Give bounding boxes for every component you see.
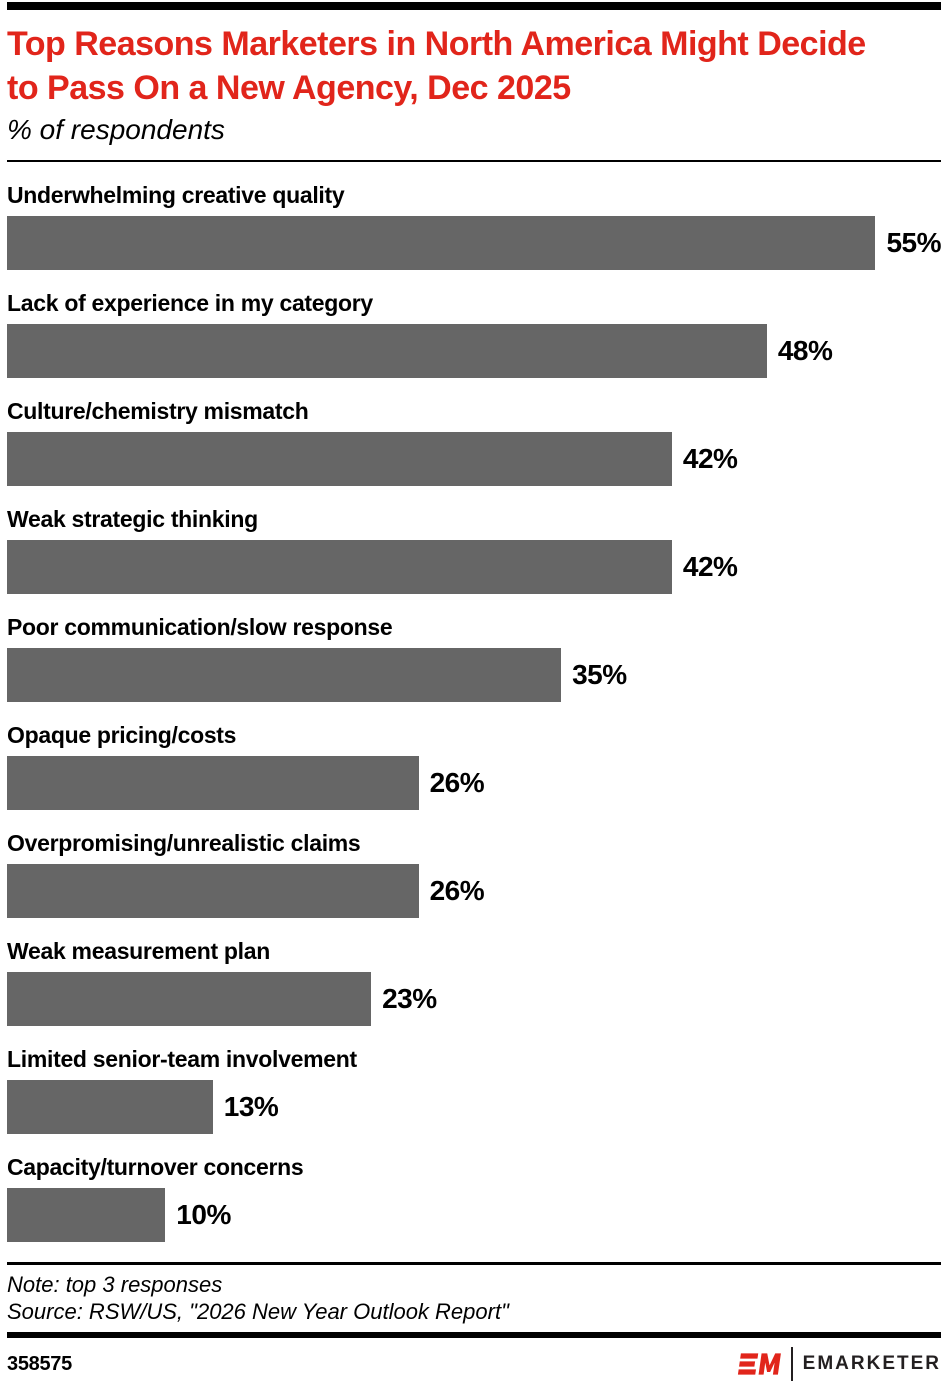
top-rule bbox=[7, 2, 941, 10]
chart-title: Top Reasons Marketers in North America M… bbox=[7, 25, 866, 107]
bar bbox=[7, 648, 562, 702]
bar-track: 10% bbox=[7, 1188, 941, 1242]
bar-value-label: 48% bbox=[777, 335, 833, 366]
bar-row: Weak measurement plan 23% bbox=[7, 938, 941, 1026]
bar-value-label: 10% bbox=[176, 1199, 231, 1230]
bar-category-label: Capacity/turnover concerns bbox=[7, 1154, 304, 1180]
logo-separator bbox=[790, 1347, 793, 1381]
bar-value-label: 55% bbox=[886, 227, 941, 258]
bar bbox=[7, 216, 876, 270]
bar-track: 26% bbox=[7, 864, 941, 918]
bar-value-label: 13% bbox=[223, 1091, 279, 1122]
emarketer-logo: EMARKETER bbox=[737, 1347, 941, 1381]
bar bbox=[7, 324, 767, 378]
bar bbox=[7, 432, 672, 486]
bar-row: Overpromising/unrealistic claims 26% bbox=[7, 830, 941, 918]
bar-value-label: 26% bbox=[429, 875, 485, 906]
bar-row: Culture/chemistry mismatch 42% bbox=[7, 398, 941, 486]
bar bbox=[7, 756, 419, 810]
chart-source: Source: RSW/US, "2026 New Year Outlook R… bbox=[7, 1299, 509, 1324]
bar-category-label: Opaque pricing/costs bbox=[7, 722, 237, 748]
bar-track: 23% bbox=[7, 972, 941, 1026]
bottom-rule bbox=[7, 1332, 941, 1338]
bar-category-label: Weak measurement plan bbox=[7, 938, 270, 964]
bar-row: Lack of experience in my category 48% bbox=[7, 290, 941, 378]
chart-notes: Note: top 3 responses Source: RSW/US, "2… bbox=[7, 1265, 941, 1325]
bar-track: 26% bbox=[7, 756, 941, 810]
bar-chart: Underwhelming creative quality 55% Lack of… bbox=[7, 182, 941, 1242]
bar-value-label: 35% bbox=[572, 659, 627, 690]
bar-track: 35% bbox=[7, 648, 941, 702]
bar-track: 48% bbox=[7, 324, 941, 378]
bar-track: 13% bbox=[7, 1080, 941, 1134]
emarketer-logo-mark bbox=[737, 1353, 781, 1375]
bar bbox=[7, 1080, 213, 1134]
bar-row: Limited senior-team involvement 13% bbox=[7, 1046, 941, 1134]
bar-value-label: 23% bbox=[382, 983, 437, 1014]
note-divider bbox=[7, 1262, 941, 1265]
bar-value-label: 26% bbox=[429, 767, 485, 798]
bar-track: 42% bbox=[7, 432, 941, 486]
bar-category-label: Lack of experience in my category bbox=[7, 290, 373, 316]
chart-id: 358575 bbox=[7, 1352, 72, 1375]
bar-category-label: Overpromising/unrealistic claims bbox=[7, 830, 361, 856]
bar-row: Capacity/turnover concerns 10% bbox=[7, 1154, 941, 1242]
header-divider bbox=[7, 160, 941, 162]
bar-row: Poor communication/slow response 35% bbox=[7, 614, 941, 702]
bar-row: Weak strategic thinking 42% bbox=[7, 506, 941, 594]
chart-note: Note: top 3 responses bbox=[7, 1272, 223, 1297]
bar-row: Underwhelming creative quality 55% bbox=[7, 182, 941, 270]
bar bbox=[7, 540, 672, 594]
chart-footer: 358575 EMARKETER bbox=[7, 1347, 941, 1381]
bar-value-label: 42% bbox=[682, 551, 738, 582]
bar-track: 55% bbox=[7, 216, 941, 270]
bar-row: Opaque pricing/costs 26% bbox=[7, 722, 941, 810]
bar bbox=[7, 972, 372, 1026]
bar-category-label: Culture/chemistry mismatch bbox=[7, 398, 309, 424]
emarketer-logo-text: EMARKETER bbox=[802, 1353, 941, 1374]
bar bbox=[7, 1188, 166, 1242]
bar-category-label: Limited senior-team involvement bbox=[7, 1046, 357, 1072]
chart-header: Top Reasons Marketers in North America M… bbox=[7, 22, 941, 148]
bar-track: 42% bbox=[7, 540, 941, 594]
bar-value-label: 42% bbox=[682, 443, 738, 474]
bar bbox=[7, 864, 419, 918]
chart-subtitle: % of respondents bbox=[7, 114, 225, 145]
bar-category-label: Weak strategic thinking bbox=[7, 506, 258, 532]
bar-category-label: Poor communication/slow response bbox=[7, 614, 393, 640]
bar-category-label: Underwhelming creative quality bbox=[7, 182, 345, 208]
